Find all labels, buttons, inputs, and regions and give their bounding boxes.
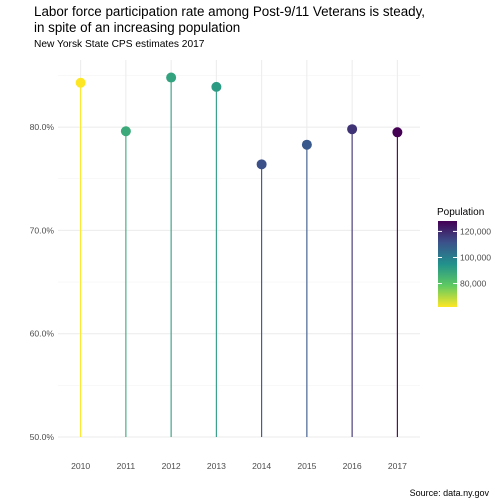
x-tick-label: 2014 <box>252 461 271 471</box>
legend-title: Population <box>437 207 484 218</box>
lollipop-point <box>392 127 403 138</box>
lollipop-point <box>347 124 358 135</box>
chart-title-line-1: Labor force participation rate among Pos… <box>34 4 426 19</box>
x-axis: 2010 2011 2012 2013 2014 2015 2016 2017 <box>71 461 407 471</box>
x-tick-label: 2017 <box>388 461 407 471</box>
x-tick-label: 2012 <box>162 461 181 471</box>
lollipop-point <box>256 159 267 170</box>
y-tick-label: 70.0% <box>30 225 55 235</box>
x-tick-label: 2011 <box>117 461 136 471</box>
lollipop-point <box>120 126 131 137</box>
y-tick-label: 80.0% <box>30 122 55 132</box>
legend-tick-label: 120,000 <box>460 226 491 236</box>
lollipop-point <box>166 72 177 83</box>
grid <box>58 60 420 438</box>
x-tick-label: 2016 <box>343 461 362 471</box>
chart-subtitle: New Yorsk State CPS estimates 2017 <box>34 39 205 50</box>
lollipop-point <box>75 77 86 88</box>
lollipop-point <box>211 81 222 92</box>
x-tick-label: 2015 <box>297 461 316 471</box>
x-tick-label: 2010 <box>71 461 90 471</box>
y-tick-label: 50.0% <box>30 432 55 442</box>
chart-title-line-2: in spite of an increasing population <box>34 20 241 35</box>
legend-tick-label: 100,000 <box>460 252 491 262</box>
lollipop-stems <box>80 77 398 437</box>
lollipop-points <box>75 72 403 170</box>
legend: Population 80,000 100,000 120,000 <box>437 207 491 307</box>
y-axis: 50.0% 60.0% 70.0% 80.0% <box>30 122 55 442</box>
y-tick-label: 60.0% <box>30 329 55 339</box>
legend-colorbar <box>438 221 457 307</box>
x-tick-label: 2013 <box>207 461 226 471</box>
chart-title: Labor force participation rate among Pos… <box>34 4 474 36</box>
chart-caption: Source: data.ny.gov <box>409 488 489 498</box>
legend-tick-label: 80,000 <box>460 279 487 289</box>
lollipop-point <box>301 139 312 150</box>
